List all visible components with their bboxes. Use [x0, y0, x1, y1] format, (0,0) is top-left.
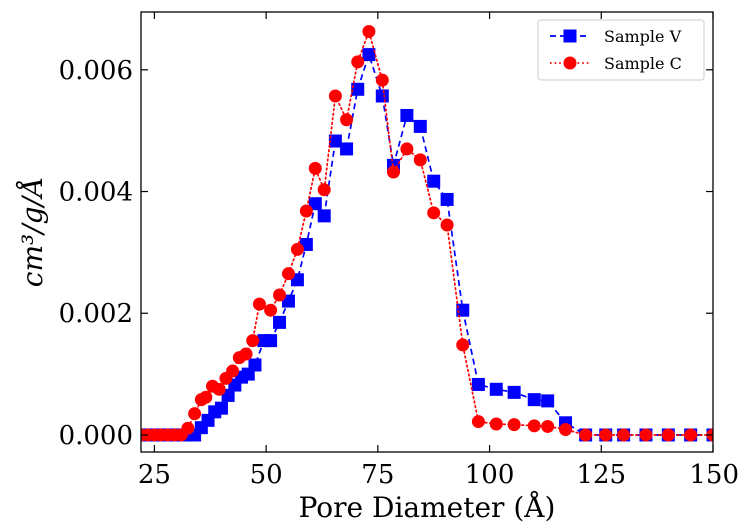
data-point-sample-c	[239, 347, 253, 361]
data-point-sample-c	[181, 421, 195, 435]
data-point-sample-v	[440, 192, 454, 206]
data-point-sample-c	[559, 422, 573, 436]
data-point-sample-c	[661, 428, 675, 442]
data-point-sample-c	[281, 267, 295, 281]
data-point-sample-v	[351, 82, 365, 96]
data-point-sample-v	[264, 334, 278, 348]
data-point-sample-v	[375, 89, 389, 103]
data-point-sample-v	[317, 209, 331, 223]
data-point-sample-c	[375, 73, 389, 87]
data-point-sample-c	[252, 297, 266, 311]
data-point-sample-v	[471, 377, 485, 391]
legend-marker-sample-c	[563, 56, 577, 70]
data-point-sample-c	[317, 183, 331, 197]
x-tick-label: 100	[465, 460, 515, 490]
tick-labels: 25 50 75 100 125 150 0.000 0.002 0.004 0.006	[59, 56, 739, 490]
x-tick-label: 150	[689, 460, 739, 490]
x-tick-label: 25	[138, 460, 171, 490]
data-point-sample-v	[413, 119, 427, 133]
y-tick-label: 0.000	[59, 421, 133, 451]
data-point-sample-c	[684, 428, 698, 442]
legend-label-sample-v: Sample V	[604, 27, 682, 46]
data-point-sample-c	[489, 417, 503, 431]
data-point-sample-c	[308, 161, 322, 175]
data-point-sample-c	[226, 364, 240, 378]
data-point-sample-c	[351, 55, 365, 69]
data-point-sample-c	[299, 204, 313, 218]
data-point-sample-v	[248, 358, 262, 372]
data-point-sample-c	[440, 218, 454, 232]
data-point-sample-c	[188, 407, 202, 421]
legend: Sample V Sample C	[537, 19, 705, 81]
data-point-sample-c	[264, 303, 278, 317]
data-point-sample-c	[541, 419, 555, 433]
data-point-sample-v	[308, 197, 322, 211]
data-point-sample-v	[362, 48, 376, 62]
legend-box	[537, 19, 705, 81]
legend-label-sample-c: Sample C	[604, 54, 682, 73]
data-point-sample-v	[427, 174, 441, 188]
data-point-sample-c	[427, 206, 441, 220]
data-point-sample-c	[639, 428, 653, 442]
y-tick-label: 0.004	[59, 178, 133, 208]
data-point-sample-v	[527, 393, 541, 407]
data-point-sample-c	[273, 288, 287, 302]
data-point-sample-c	[617, 428, 631, 442]
x-tick-label: 75	[361, 460, 394, 490]
series-sample-c	[141, 24, 713, 442]
x-tick-label: 50	[250, 460, 283, 490]
y-tick-label: 0.006	[59, 56, 133, 86]
data-point-sample-c	[340, 113, 354, 127]
data-point-sample-v	[489, 382, 503, 396]
data-point-sample-c	[527, 419, 541, 433]
legend-marker-sample-v	[563, 29, 577, 43]
y-tick-label: 0.002	[59, 299, 133, 329]
data-point-sample-v	[328, 134, 342, 148]
data-point-sample-c	[599, 428, 613, 442]
plot-area	[141, 24, 713, 442]
series-group	[141, 24, 713, 442]
data-point-sample-c	[212, 382, 226, 396]
data-point-sample-c	[246, 334, 260, 348]
data-point-sample-c	[400, 142, 414, 156]
data-point-sample-c	[386, 165, 400, 179]
data-point-sample-v	[507, 385, 521, 399]
data-point-sample-c	[328, 89, 342, 103]
data-point-sample-v	[340, 142, 354, 156]
data-point-sample-c	[456, 338, 470, 352]
data-point-sample-c	[507, 418, 521, 432]
plot-frame	[140, 11, 714, 453]
data-point-sample-c	[579, 428, 593, 442]
data-point-sample-v	[400, 108, 414, 122]
data-point-sample-c	[290, 242, 304, 256]
data-point-sample-v	[456, 303, 470, 317]
axis-ticks	[141, 12, 714, 452]
data-point-sample-c	[413, 153, 427, 167]
data-point-sample-v	[541, 394, 555, 408]
data-point-sample-v	[214, 401, 228, 415]
x-tick-label: 125	[576, 460, 626, 490]
data-point-sample-c	[471, 415, 485, 429]
data-point-sample-c	[362, 24, 376, 38]
data-point-sample-v	[273, 315, 287, 329]
y-axis-label: cm³/g/Å	[16, 177, 49, 287]
x-axis-label: Pore Diameter (Å)	[299, 491, 556, 524]
data-point-sample-c	[199, 390, 213, 404]
